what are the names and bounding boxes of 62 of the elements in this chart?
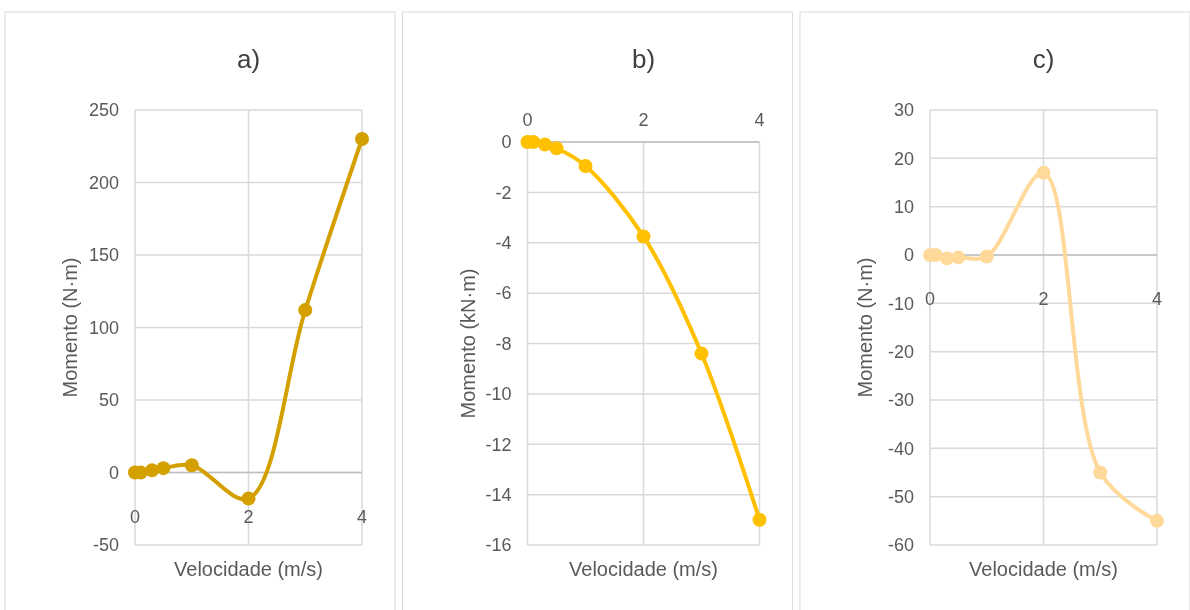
point (298, 303, 313, 318)
point (752, 512, 767, 527)
chart-title: b) (631, 44, 656, 74)
y-axis-title: Momento (N·m) (854, 257, 876, 398)
point (1093, 465, 1108, 480)
x-tick-label: 4 (754, 110, 765, 131)
y-tick-label: 250 (88, 100, 119, 121)
x-axis-title: Velocidade (m/s) (969, 558, 1118, 580)
y-tick-label: 30 (893, 100, 914, 121)
y-tick-label: -4 (495, 233, 512, 254)
x-tick-label: 4 (356, 506, 368, 527)
y-tick-label: -30 (887, 390, 914, 411)
point (549, 141, 564, 156)
y-tick-label: 20 (893, 148, 914, 169)
point (241, 491, 256, 506)
point (184, 458, 199, 473)
y-tick-label: -16 (485, 535, 512, 556)
y-tick-label: -14 (485, 484, 512, 505)
y-tick-label: 150 (88, 245, 119, 266)
y-tick-label: 200 (88, 172, 119, 193)
y-axis-title: Momento (N·m) (59, 257, 81, 398)
y-tick-label: 0 (501, 132, 512, 153)
point (694, 346, 709, 361)
y-tick-label: -8 (495, 333, 512, 354)
x-tick-label: 2 (638, 110, 649, 131)
y-axis-title: Momento (kN·m) (456, 268, 479, 419)
y-tick-label: 50 (98, 390, 119, 411)
y-tick-label: -6 (495, 283, 512, 304)
y-tick-label: 100 (88, 317, 119, 338)
point (355, 132, 369, 146)
y-tick-label: 0 (903, 245, 914, 266)
point (979, 249, 994, 264)
y-tick-label: -10 (485, 384, 512, 405)
point (951, 250, 966, 265)
point (636, 229, 651, 244)
x-tick-label: 2 (1038, 289, 1049, 310)
y-tick-label: -50 (887, 486, 914, 507)
x-tick-label: 4 (1151, 289, 1163, 310)
x-tick-label: 0 (924, 289, 936, 310)
y-tick-label: -20 (887, 341, 914, 362)
x-tick-label: 0 (522, 110, 533, 131)
y-tick-label: -2 (495, 182, 512, 203)
x-tick-label: 0 (129, 506, 141, 527)
chart-title: a) (236, 44, 261, 74)
point (156, 461, 171, 476)
point (1036, 165, 1051, 180)
point (145, 463, 160, 478)
x-axis-title: Velocidade (m/s) (174, 558, 323, 580)
x-tick-label: 2 (243, 506, 254, 527)
point (940, 251, 955, 266)
point (578, 158, 593, 173)
x-axis-title: Velocidade (m/s) (569, 558, 718, 580)
y-tick-label: -40 (887, 438, 914, 459)
point (1150, 513, 1164, 528)
y-tick-label: -60 (887, 535, 914, 556)
chart-title: c) (1032, 44, 1055, 74)
y-tick-label: 10 (893, 196, 914, 217)
y-tick-label: 0 (108, 462, 119, 483)
point (537, 137, 552, 152)
y-tick-label: -12 (485, 434, 512, 455)
y-tick-label: -50 (92, 535, 119, 556)
y-tick-label: -10 (887, 293, 914, 314)
